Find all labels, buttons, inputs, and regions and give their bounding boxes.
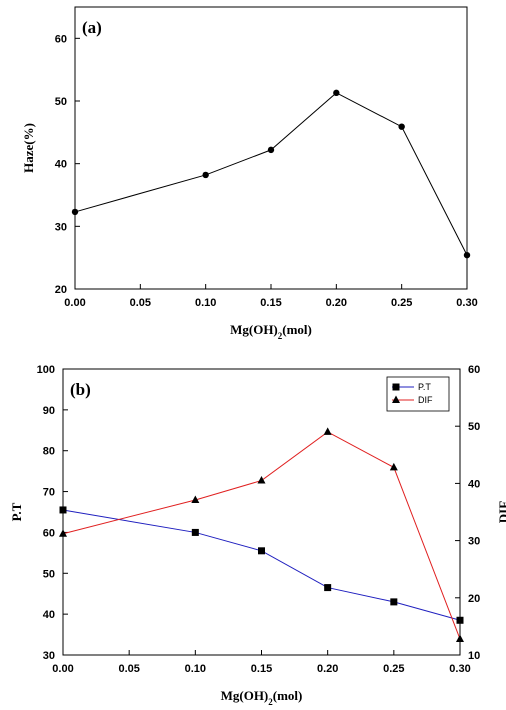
x-tick-label: 0.25	[383, 663, 404, 675]
x-tick-label: 0.15	[260, 297, 281, 309]
legend-b: P.T DIF	[386, 376, 450, 412]
y-tick-label: 80	[43, 446, 55, 458]
series-line-p-t	[62, 509, 461, 621]
ticks-b: 0.00 0.05 0.10 0.15 0.20 0.25 0.30 30 40 50 60 70 80…	[37, 364, 481, 675]
x-axis-label-a: Mg(OH)2(mol)	[230, 322, 312, 341]
chart-panel-a: 0.00 0.05 0.10 0.15 0.20 0.25 0.30 20 30 40 50 60 (…	[21, 6, 478, 341]
y2-tick-label: 10	[468, 650, 480, 662]
x-tick-label: 0.00	[64, 297, 85, 309]
y-tick-label: 70	[43, 487, 55, 499]
x-tick-label: 0.20	[317, 663, 338, 675]
data-point	[267, 146, 275, 154]
y-tick-label: 50	[43, 568, 55, 580]
legend-box	[386, 376, 450, 412]
data-point	[456, 616, 464, 624]
y-axis-label-b: P.T	[9, 502, 24, 521]
data-point	[398, 123, 405, 130]
y2-tick-label: 30	[468, 536, 480, 548]
plot-frame-b	[62, 368, 461, 656]
legend-entry: DIF	[418, 395, 433, 405]
x-tick-label: 0.20	[326, 297, 347, 309]
chart-panel-b: 0.00 0.05 0.10 0.15 0.20 0.25 0.30 30 40 50 60 70 80…	[9, 364, 506, 707]
x-tick-label: 0.00	[52, 663, 73, 675]
data-point	[71, 208, 79, 216]
series-line-0	[74, 92, 468, 256]
data-point	[191, 528, 199, 536]
data-point	[59, 506, 67, 514]
data-point	[390, 598, 398, 606]
x-tick-label: 0.15	[251, 663, 272, 675]
y-tick-label: 40	[43, 609, 55, 621]
y-tick-label: 20	[55, 284, 67, 296]
x-tick-label: 0.10	[185, 663, 206, 675]
data-point	[59, 529, 67, 537]
x-tick-label: 0.30	[449, 663, 470, 675]
y2-tick-label: 50	[468, 421, 480, 433]
data-point	[323, 427, 332, 435]
y2-axis-label-b: DIF	[496, 501, 506, 523]
data-point	[258, 547, 265, 555]
y-tick-label: 90	[43, 405, 55, 417]
y-axis-label-a: Haze(%)	[21, 123, 36, 173]
y-tick-label: 60	[55, 33, 67, 45]
data-point	[333, 89, 340, 97]
y-tick-label: 60	[43, 527, 55, 539]
x-tick-label: 0.25	[391, 297, 412, 309]
x-axis-label-b: Mg(OH)2(mol)	[221, 688, 303, 707]
y-tick-label: 40	[55, 159, 67, 171]
y-tick-label: 30	[55, 221, 67, 233]
x-tick-label: 0.05	[130, 297, 151, 309]
data-point	[202, 171, 209, 179]
data-point	[191, 495, 200, 503]
legend-entry: P.T	[418, 382, 431, 392]
legend-marker	[392, 383, 400, 391]
data-point	[257, 476, 266, 484]
series-group-a	[71, 89, 471, 259]
y-tick-label: 100	[37, 364, 55, 376]
panel-label-a: (a)	[82, 18, 102, 37]
y-tick-label: 50	[55, 96, 67, 108]
x-tick-label: 0.10	[195, 297, 216, 309]
series-line-dif	[62, 431, 461, 640]
ticks-a: 0.00 0.05 0.10 0.15 0.20 0.25 0.30 20 30 40 50 60	[55, 33, 478, 309]
y2-tick-label: 60	[468, 364, 480, 376]
y2-tick-label: 40	[468, 478, 480, 490]
data-point	[389, 462, 398, 471]
x-tick-label: 0.30	[456, 297, 477, 309]
data-point	[456, 634, 464, 642]
legend-marker	[392, 395, 400, 403]
y-tick-label: 30	[43, 650, 55, 662]
data-point	[463, 251, 471, 259]
y2-tick-label: 20	[468, 593, 480, 605]
panel-label-b: (b)	[70, 380, 91, 399]
x-tick-label: 0.05	[118, 663, 139, 675]
data-point	[324, 584, 332, 592]
series-group-b	[59, 427, 464, 642]
